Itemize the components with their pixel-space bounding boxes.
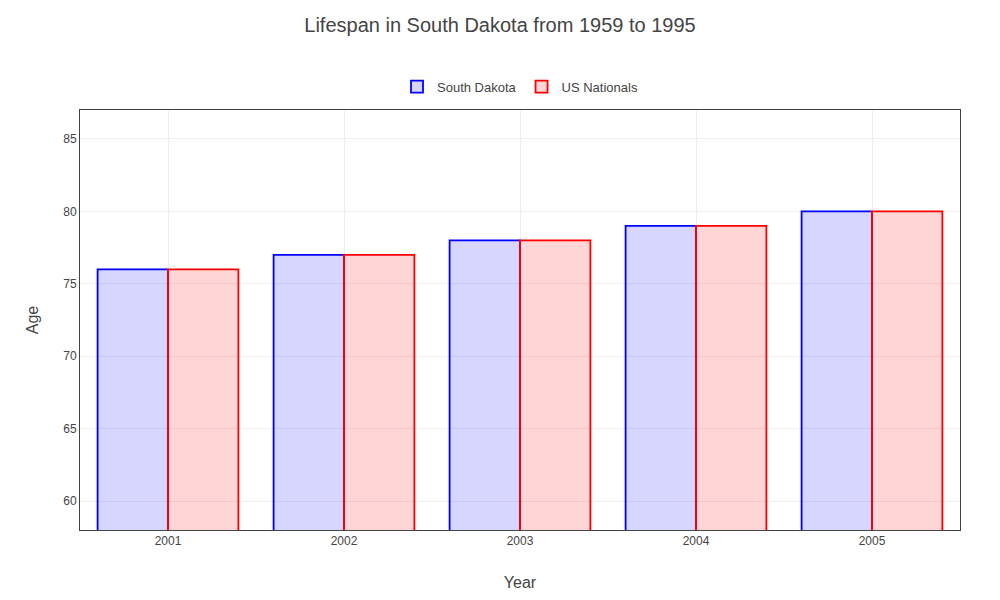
svg-text:Lifespan in South Dakota from: Lifespan in South Dakota from 1959 to 19… [304,14,695,36]
svg-text:85: 85 [63,132,77,146]
svg-text:60: 60 [63,494,77,508]
svg-text:2002: 2002 [331,534,358,548]
svg-text:2003: 2003 [507,534,534,548]
svg-text:2004: 2004 [683,534,710,548]
svg-text:65: 65 [63,422,77,436]
svg-text:80: 80 [63,205,77,219]
svg-text:70: 70 [63,349,77,363]
svg-text:South Dakota: South Dakota [437,80,517,95]
svg-text:Age: Age [24,306,41,335]
svg-text:US Nationals: US Nationals [562,80,638,95]
svg-text:2005: 2005 [859,534,886,548]
svg-text:75: 75 [63,277,77,291]
svg-text:2001: 2001 [155,534,182,548]
svg-text:Year: Year [504,574,537,591]
